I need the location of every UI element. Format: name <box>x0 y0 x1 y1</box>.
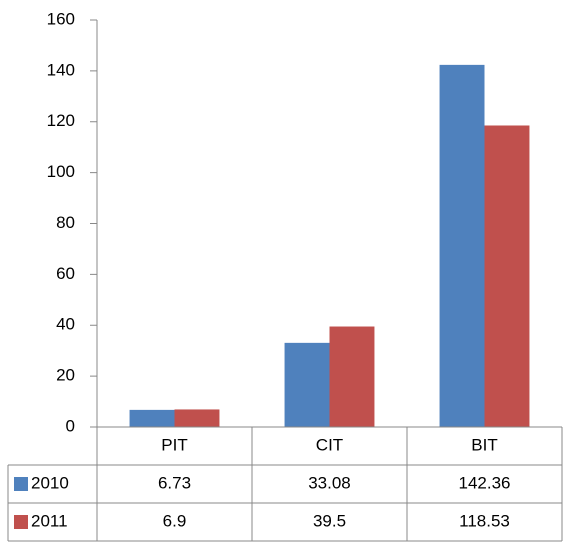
y-tick-label: 40 <box>56 315 75 334</box>
x-tick-label: BIT <box>471 435 497 454</box>
legend-key <box>14 515 28 529</box>
bar <box>329 326 375 427</box>
y-tick-label: 60 <box>56 264 75 283</box>
y-tick-label: 80 <box>56 213 75 232</box>
x-tick-label: PIT <box>161 435 187 454</box>
bar <box>439 64 485 427</box>
y-tick-label: 120 <box>47 111 75 130</box>
y-tick-label: 100 <box>47 162 75 181</box>
data-table-value: 33.08 <box>308 473 351 492</box>
y-tick-label: 20 <box>56 366 75 385</box>
bar <box>174 409 220 427</box>
data-table-value: 142.36 <box>459 473 511 492</box>
bar <box>284 342 330 427</box>
data-table-value: 6.73 <box>158 473 191 492</box>
legend-label: 2010 <box>31 473 69 492</box>
legend-label: 2011 <box>31 511 68 530</box>
y-tick-label: 140 <box>47 60 75 79</box>
legend-key <box>14 477 28 491</box>
x-tick-label: CIT <box>316 435 343 454</box>
bar <box>484 125 530 427</box>
y-tick-label: 0 <box>66 416 75 435</box>
bar <box>129 409 175 427</box>
y-tick-label: 160 <box>47 9 75 28</box>
data-table-value: 39.5 <box>313 511 346 530</box>
data-table-value: 6.9 <box>163 511 187 530</box>
data-table-value: 118.53 <box>459 511 510 530</box>
